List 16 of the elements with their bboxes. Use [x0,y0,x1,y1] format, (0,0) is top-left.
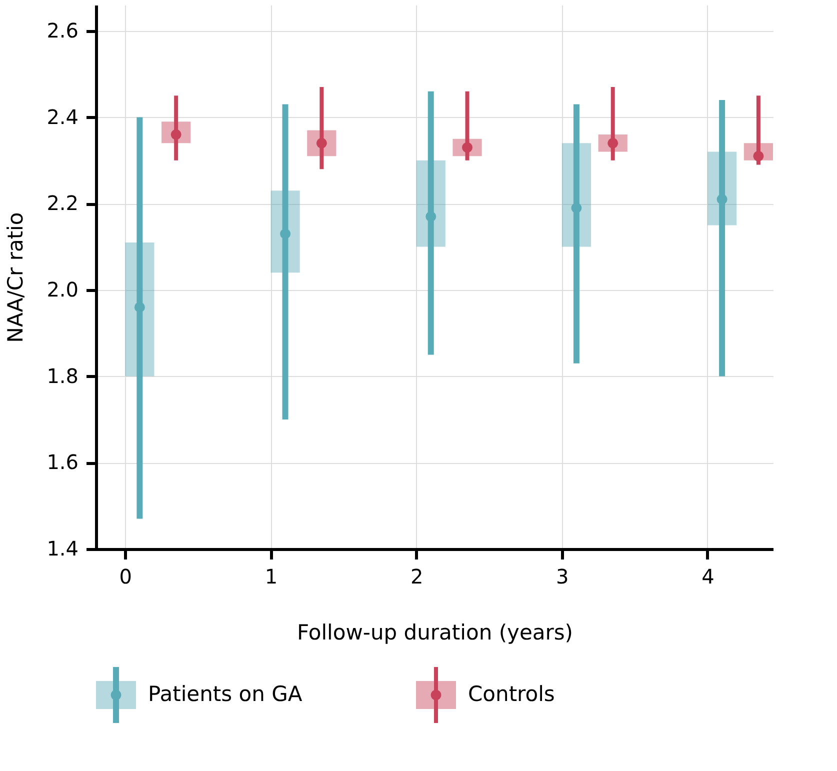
x-tick-label: 1 [264,564,278,588]
x-tick-label: 2 [410,564,424,588]
x-tick-label: 0 [119,564,132,588]
y-tick-label: 2.4 [46,104,78,129]
legend-label: Controls [468,682,555,706]
x-axis-title: Follow-up duration (years) [297,620,573,644]
legend-label: Patients on GA [148,682,303,706]
y-tick-label: 1.4 [46,536,78,560]
x-tick-label: 4 [702,564,714,588]
y-tick-label: 2.0 [46,277,78,302]
x-tick-label: 3 [556,564,569,588]
y-axis-title: NAA/Cr ratio [4,212,28,343]
y-tick-label: 2.2 [46,191,78,216]
y-tick-label: 1.8 [46,364,78,388]
y-tick-label: 2.6 [46,18,78,42]
y-tick-label: 1.6 [46,450,78,474]
